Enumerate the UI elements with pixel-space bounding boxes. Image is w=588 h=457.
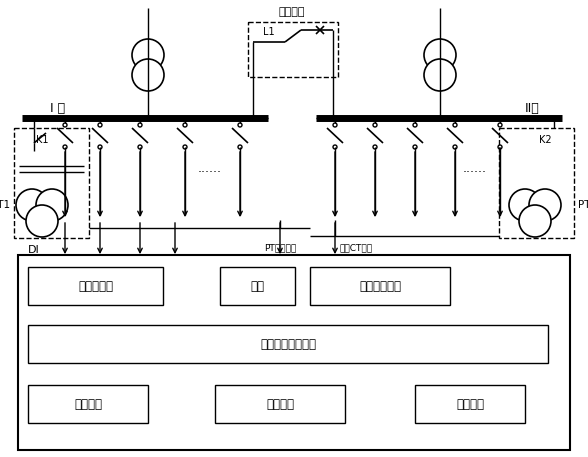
Circle shape bbox=[98, 123, 102, 127]
Text: 逻辑算法: 逻辑算法 bbox=[74, 398, 102, 410]
Circle shape bbox=[453, 145, 457, 149]
Text: 数字量输入: 数字量输入 bbox=[78, 280, 113, 292]
Circle shape bbox=[529, 189, 561, 221]
Circle shape bbox=[413, 145, 417, 149]
Circle shape bbox=[424, 59, 456, 91]
Text: K2: K2 bbox=[539, 135, 552, 145]
Circle shape bbox=[98, 145, 102, 149]
Text: 通讯模块: 通讯模块 bbox=[456, 398, 484, 410]
Text: ......: ...... bbox=[198, 161, 222, 175]
Circle shape bbox=[138, 145, 142, 149]
Circle shape bbox=[16, 189, 48, 221]
Text: PT电压信号: PT电压信号 bbox=[264, 244, 296, 253]
Bar bbox=[310, 267, 450, 305]
Circle shape bbox=[373, 145, 377, 149]
Circle shape bbox=[132, 39, 164, 71]
Text: 分段开关: 分段开关 bbox=[279, 7, 305, 17]
Bar bbox=[499, 128, 574, 238]
Text: II母: II母 bbox=[525, 101, 540, 115]
Circle shape bbox=[453, 123, 457, 127]
Text: 选线算法: 选线算法 bbox=[266, 398, 294, 410]
Circle shape bbox=[238, 145, 242, 149]
Bar bbox=[215, 385, 345, 423]
Circle shape bbox=[509, 189, 541, 221]
Circle shape bbox=[498, 145, 502, 149]
Circle shape bbox=[132, 59, 164, 91]
Circle shape bbox=[373, 123, 377, 127]
Circle shape bbox=[333, 145, 337, 149]
Circle shape bbox=[36, 189, 68, 221]
Circle shape bbox=[183, 123, 187, 127]
Bar bbox=[220, 267, 295, 305]
Text: PT1: PT1 bbox=[0, 200, 10, 210]
Text: DI: DI bbox=[28, 245, 40, 255]
Bar bbox=[28, 325, 548, 363]
Bar bbox=[415, 385, 525, 423]
Text: 电流信号输入: 电流信号输入 bbox=[359, 280, 401, 292]
Circle shape bbox=[183, 145, 187, 149]
Circle shape bbox=[63, 123, 67, 127]
Bar bbox=[28, 267, 163, 305]
Circle shape bbox=[498, 123, 502, 127]
Circle shape bbox=[413, 123, 417, 127]
Text: 电压: 电压 bbox=[250, 280, 265, 292]
Text: I 母: I 母 bbox=[50, 101, 65, 115]
Circle shape bbox=[138, 123, 142, 127]
Text: ......: ...... bbox=[463, 161, 487, 175]
Bar bbox=[248, 22, 338, 77]
Circle shape bbox=[424, 39, 456, 71]
Circle shape bbox=[519, 205, 551, 237]
Text: 零序CT信号: 零序CT信号 bbox=[340, 244, 373, 253]
Circle shape bbox=[26, 205, 58, 237]
Bar bbox=[18, 255, 570, 450]
Circle shape bbox=[63, 145, 67, 149]
Circle shape bbox=[333, 123, 337, 127]
Text: L1: L1 bbox=[263, 27, 275, 37]
Circle shape bbox=[238, 123, 242, 127]
Bar bbox=[28, 385, 148, 423]
Text: K1: K1 bbox=[36, 135, 48, 145]
Text: 采集信号处理模块: 采集信号处理模块 bbox=[260, 338, 316, 351]
Text: PT2: PT2 bbox=[578, 200, 588, 210]
Bar bbox=[14, 128, 89, 238]
